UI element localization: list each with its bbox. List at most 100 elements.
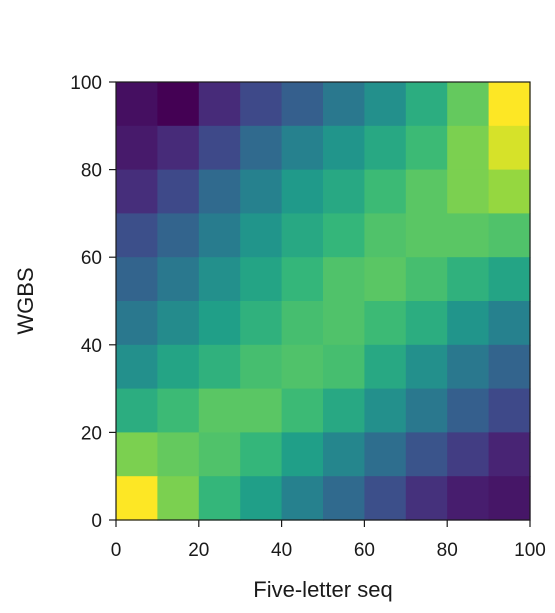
x-tick-label: 0 — [111, 540, 122, 561]
heatmap-cell — [281, 476, 324, 521]
heatmap-cell — [281, 344, 324, 390]
heatmap-cell — [116, 476, 158, 521]
heatmap-cell — [116, 301, 158, 346]
heatmap-cell — [364, 125, 407, 171]
heatmap-cells — [116, 82, 531, 521]
heatmap-cell — [116, 82, 158, 127]
heatmap-cell — [240, 388, 283, 433]
y-axis-title: WGBS — [13, 267, 38, 334]
heatmap-cell — [116, 213, 158, 258]
heatmap-cell — [323, 257, 365, 302]
heatmap-cell — [447, 388, 490, 433]
heatmap-cell — [198, 82, 241, 127]
heatmap-cell — [198, 213, 241, 258]
heatmap-cell — [157, 344, 200, 390]
heatmap-cell — [323, 344, 365, 390]
heatmap-cell — [405, 213, 448, 258]
heatmap-cell — [323, 301, 365, 346]
heatmap-cell — [240, 82, 283, 127]
heatmap-cell — [405, 169, 448, 214]
heatmap-cell — [447, 476, 490, 521]
heatmap-cell — [364, 476, 407, 521]
heatmap-cell — [323, 213, 365, 258]
heatmap-cell — [488, 257, 531, 302]
x-tick-label: 100 — [514, 540, 546, 561]
heatmap-cell — [240, 432, 283, 477]
heatmap-cell — [488, 82, 531, 127]
heatmap-cell — [364, 169, 407, 214]
heatmap-cell — [198, 344, 241, 390]
heatmap-cell — [198, 432, 241, 477]
heatmap-cell — [240, 301, 283, 346]
x-tick-label: 60 — [354, 540, 375, 561]
y-tick-label: 20 — [81, 423, 102, 444]
heatmap-cell — [447, 213, 490, 258]
heatmap-cell — [323, 476, 365, 521]
heatmap-cell — [364, 344, 407, 390]
heatmap-cell — [240, 476, 283, 521]
heatmap-cell — [157, 82, 200, 127]
heatmap-cell — [198, 257, 241, 302]
heatmap-cell — [281, 301, 324, 346]
heatmap-cell — [116, 257, 158, 302]
plot-frame — [115, 81, 531, 521]
heatmap-cell — [116, 125, 158, 171]
heatmap-cell — [488, 213, 531, 258]
heatmap-cell — [488, 344, 531, 390]
heatmap-cell — [198, 388, 241, 433]
y-tick-label: 100 — [70, 73, 102, 94]
heatmap-cell — [281, 257, 324, 302]
heatmap-cell — [116, 344, 158, 390]
heatmap-cell — [281, 213, 324, 258]
heatmap-cell — [447, 82, 490, 127]
heatmap-cell — [364, 432, 407, 477]
heatmap-cell — [405, 301, 448, 346]
heatmap-cell — [364, 301, 407, 346]
heatmap-cell — [364, 82, 407, 127]
heatmap-cell — [488, 125, 531, 171]
heatmap-cell — [157, 213, 200, 258]
heatmap-cell — [116, 432, 158, 477]
heatmap-cell — [364, 388, 407, 433]
heatmap-cell — [405, 82, 448, 127]
heatmap-cell — [488, 169, 531, 214]
heatmap-cell — [116, 388, 158, 433]
heatmap-cell — [488, 301, 531, 346]
heatmap-cell — [157, 476, 200, 521]
heatmap-cell — [198, 301, 241, 346]
heatmap-cell — [405, 432, 448, 477]
heatmap-cell — [405, 257, 448, 302]
heatmap-cell — [488, 476, 531, 521]
heatmap-cell — [323, 388, 365, 433]
heatmap-cell — [488, 432, 531, 477]
heatmap-cell — [405, 476, 448, 521]
heatmap-cell — [281, 432, 324, 477]
heatmap-cell — [240, 344, 283, 390]
heatmap-cell — [281, 169, 324, 214]
heatmap-cell — [323, 432, 365, 477]
y-axis: 0 20 40 60 80 100 — [70, 73, 116, 532]
heatmap-cell — [240, 125, 283, 171]
y-tick-label: 80 — [81, 161, 102, 182]
heatmap-cell — [157, 257, 200, 302]
heatmap-cell — [240, 169, 283, 214]
heatmap-cell — [116, 169, 158, 214]
heatmap-cell — [240, 213, 283, 258]
heatmap-cell — [157, 125, 200, 171]
heatmap-cell — [157, 301, 200, 346]
y-tick-label: 0 — [91, 511, 102, 532]
heatmap-cell — [198, 476, 241, 521]
y-tick-label: 40 — [81, 336, 102, 357]
heatmap-cell — [323, 125, 365, 171]
heatmap-cell — [405, 125, 448, 171]
heatmap-cell — [323, 169, 365, 214]
heatmap-cell — [447, 125, 490, 171]
heatmap-cell — [157, 169, 200, 214]
heatmap-cell — [157, 432, 200, 477]
heatmap-cell — [281, 82, 324, 127]
heatmap-cell — [447, 169, 490, 214]
heatmap-cell — [405, 344, 448, 390]
heatmap-cell — [364, 213, 407, 258]
heatmap-cell — [364, 257, 407, 302]
